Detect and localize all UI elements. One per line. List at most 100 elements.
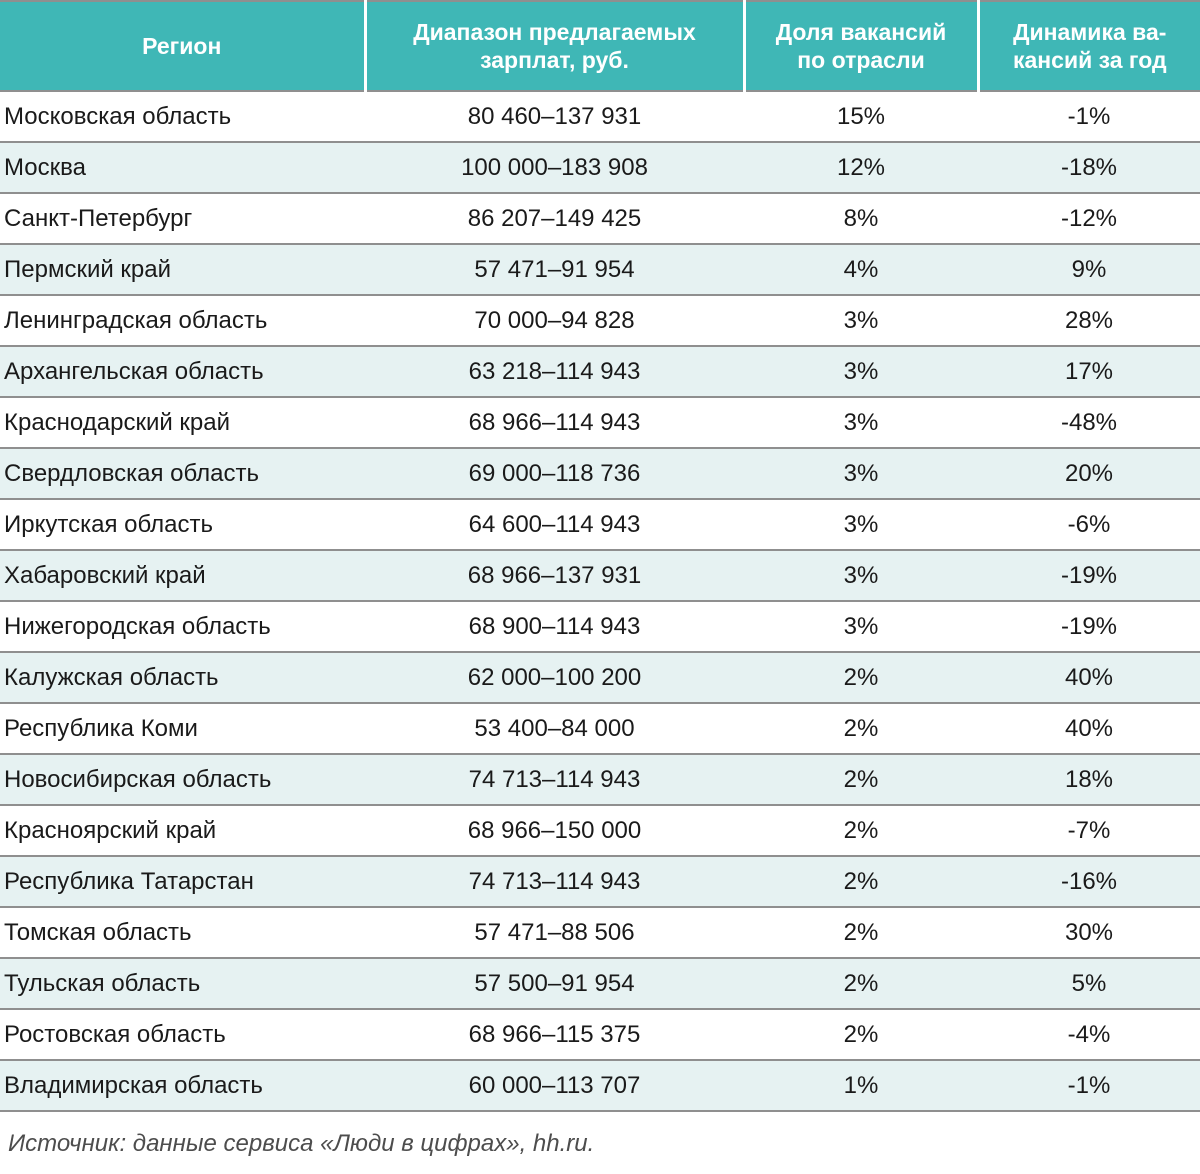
table-row: Тульская область 57 500–91 954 2% 5% — [0, 958, 1200, 1010]
column-header-region: Регион — [0, 0, 365, 92]
yoy-change-cell: -18% — [978, 142, 1200, 194]
salary-range-cell: 57 500–91 954 — [365, 958, 744, 1010]
table-row: Санкт-Петербург 86 207–149 425 8% -12% — [0, 193, 1200, 245]
yoy-change-cell: 28% — [978, 295, 1200, 347]
region-cell: Красноярский край — [0, 805, 365, 857]
table-row: Республика Коми 53 400–84 000 2% 40% — [0, 703, 1200, 755]
region-cell: Хабаровский край — [0, 550, 365, 602]
salary-range-cell: 57 471–91 954 — [365, 244, 744, 296]
salary-range-cell: 70 000–94 828 — [365, 295, 744, 347]
salary-range-cell: 100 000–183 908 — [365, 142, 744, 194]
yoy-change-cell: 40% — [978, 652, 1200, 704]
table-row: Томская область 57 471–88 506 2% 30% — [0, 907, 1200, 959]
table-row: Красноярский край 68 966–150 000 2% -7% — [0, 805, 1200, 857]
yoy-change-cell: 20% — [978, 448, 1200, 500]
region-cell: Новосибирская область — [0, 754, 365, 806]
salary-range-cell: 80 460–137 931 — [365, 91, 744, 143]
region-cell: Республика Татарстан — [0, 856, 365, 908]
industry-share-cell: 2% — [744, 754, 978, 806]
yoy-change-cell: -1% — [978, 1060, 1200, 1112]
table-row: Хабаровский край 68 966–137 931 3% -19% — [0, 550, 1200, 602]
region-cell: Республика Коми — [0, 703, 365, 755]
industry-share-cell: 3% — [744, 601, 978, 653]
industry-share-cell: 2% — [744, 1009, 978, 1061]
salary-range-cell: 68 966–115 375 — [365, 1009, 744, 1061]
source-note: Источник: данные сервиса «Люди в цифрах»… — [8, 1130, 595, 1157]
table-row: Республика Татарстан 74 713–114 943 2% -16% — [0, 856, 1200, 908]
salary-range-cell: 74 713–114 943 — [365, 856, 744, 908]
yoy-change-cell: 17% — [978, 346, 1200, 398]
industry-share-cell: 3% — [744, 499, 978, 551]
industry-share-cell: 1% — [744, 1060, 978, 1112]
region-cell: Пермский край — [0, 244, 365, 296]
salary-range-cell: 60 000–113 707 — [365, 1060, 744, 1112]
table-row: Новосибирская область 74 713–114 943 2% 18% — [0, 754, 1200, 806]
region-cell: Санкт-Петербург — [0, 193, 365, 245]
table-row: Калужская область 62 000–100 200 2% 40% — [0, 652, 1200, 704]
yoy-change-cell: -6% — [978, 499, 1200, 551]
region-cell: Ленинградская область — [0, 295, 365, 347]
table-header-row: Регион Диапазон предлагаемых зарплат, ру… — [0, 0, 1200, 92]
salary-range-cell: 86 207–149 425 — [365, 193, 744, 245]
industry-share-cell: 3% — [744, 397, 978, 449]
salary-range-cell: 63 218–114 943 — [365, 346, 744, 398]
industry-share-cell: 4% — [744, 244, 978, 296]
region-cell: Москва — [0, 142, 365, 194]
table-row: Москва 100 000–183 908 12% -18% — [0, 142, 1200, 194]
region-cell: Ростовская область — [0, 1009, 365, 1061]
region-cell: Краснодарский край — [0, 397, 365, 449]
salary-range-cell: 68 966–114 943 — [365, 397, 744, 449]
salary-range-cell: 74 713–114 943 — [365, 754, 744, 806]
table-body: Московская область 80 460–137 931 15% -1% Мо… — [0, 91, 1200, 1112]
region-cell: Московская область — [0, 91, 365, 143]
column-header-industry-share: Доля вакансий по отрасли — [742, 0, 978, 92]
region-cell: Иркутская область — [0, 499, 365, 551]
industry-share-cell: 3% — [744, 346, 978, 398]
column-header-yoy-change: Динамика ва- кансий за год — [976, 0, 1200, 92]
salary-range-cell: 57 471–88 506 — [365, 907, 744, 959]
yoy-change-cell: 18% — [978, 754, 1200, 806]
industry-share-cell: 2% — [744, 907, 978, 959]
yoy-change-cell: -48% — [978, 397, 1200, 449]
yoy-change-cell: -1% — [978, 91, 1200, 143]
industry-share-cell: 2% — [744, 652, 978, 704]
salary-range-cell: 68 966–137 931 — [365, 550, 744, 602]
industry-share-cell: 3% — [744, 295, 978, 347]
region-cell: Архангельская область — [0, 346, 365, 398]
region-cell: Свердловская область — [0, 448, 365, 500]
region-cell: Тульская область — [0, 958, 365, 1010]
table-row: Московская область 80 460–137 931 15% -1% — [0, 91, 1200, 143]
table-header: Регион Диапазон предлагаемых зарплат, ру… — [0, 0, 1200, 92]
salary-range-cell: 68 966–150 000 — [365, 805, 744, 857]
industry-share-cell: 15% — [744, 91, 978, 143]
industry-share-cell: 2% — [744, 703, 978, 755]
industry-share-cell: 8% — [744, 193, 978, 245]
table-row: Владимирская область 60 000–113 707 1% -1% — [0, 1060, 1200, 1112]
salary-range-cell: 68 900–114 943 — [365, 601, 744, 653]
yoy-change-cell: 9% — [978, 244, 1200, 296]
table-row: Архангельская область 63 218–114 943 3% 17% — [0, 346, 1200, 398]
industry-share-cell: 12% — [744, 142, 978, 194]
table-row: Свердловская область 69 000–118 736 3% 20% — [0, 448, 1200, 500]
yoy-change-cell: 5% — [978, 958, 1200, 1010]
yoy-change-cell: -4% — [978, 1009, 1200, 1061]
table-row: Иркутская область 64 600–114 943 3% -6% — [0, 499, 1200, 551]
column-header-salary-range: Диапазон предлагаемых зарплат, руб. — [363, 0, 744, 92]
industry-share-cell: 2% — [744, 958, 978, 1010]
table-row: Ростовская область 68 966–115 375 2% -4% — [0, 1009, 1200, 1061]
salary-range-cell: 69 000–118 736 — [365, 448, 744, 500]
yoy-change-cell: -19% — [978, 550, 1200, 602]
region-cell: Нижегородская область — [0, 601, 365, 653]
salary-range-cell: 53 400–84 000 — [365, 703, 744, 755]
yoy-change-cell: -12% — [978, 193, 1200, 245]
yoy-change-cell: 40% — [978, 703, 1200, 755]
salary-range-cell: 64 600–114 943 — [365, 499, 744, 551]
yoy-change-cell: -7% — [978, 805, 1200, 857]
region-cell: Калужская область — [0, 652, 365, 704]
region-cell: Томская область — [0, 907, 365, 959]
salary-table: Регион Диапазон предлагаемых зарплат, ру… — [0, 0, 1200, 1112]
table-row: Пермский край 57 471–91 954 4% 9% — [0, 244, 1200, 296]
yoy-change-cell: -16% — [978, 856, 1200, 908]
yoy-change-cell: -19% — [978, 601, 1200, 653]
